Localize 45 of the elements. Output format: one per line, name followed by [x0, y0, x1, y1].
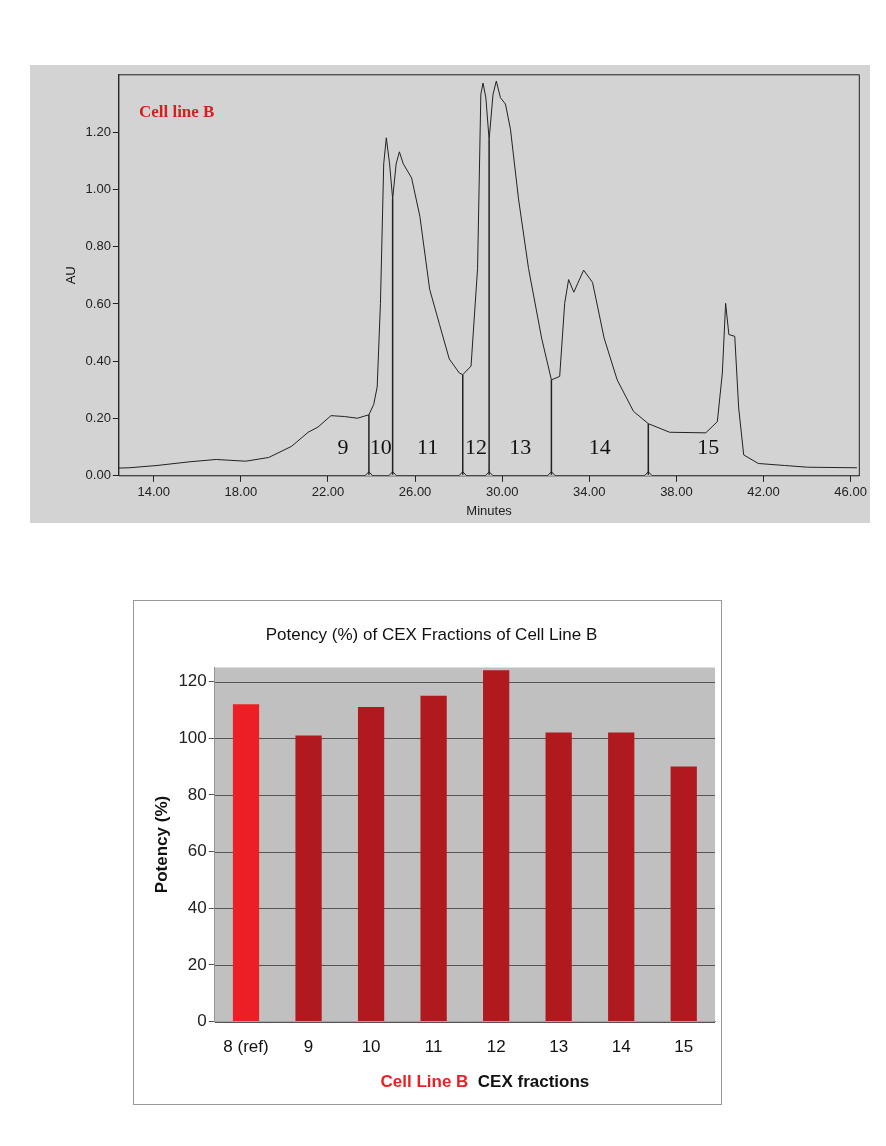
y-tick-label: 0.20	[85, 410, 111, 426]
y-tick-label: 80	[187, 784, 207, 804]
annotation: 9	[337, 433, 349, 459]
x-tick-label: 34.00	[573, 484, 606, 500]
x-tick-label: 13	[549, 1037, 569, 1057]
annotation: 13	[509, 433, 532, 459]
x-axis-title: CEX fractions	[477, 1071, 590, 1091]
x-tick-label: 42.00	[747, 484, 780, 500]
x-tick-label: 15	[674, 1037, 694, 1057]
chart-title: Potency (%) of CEX Fractions of Cell Line B	[265, 624, 598, 644]
text: Cell Line B	[380, 1071, 469, 1091]
y-axis-title: Potency (%)	[151, 795, 171, 894]
y-tick-label: 120	[178, 671, 207, 691]
x-tick-label: 11	[424, 1037, 443, 1057]
x-tick-label: 18.00	[224, 484, 258, 500]
annotation: 11	[417, 433, 439, 459]
y-tick-label: 1.00	[85, 180, 111, 196]
y-tick-label: 0.60	[85, 295, 111, 311]
x-tick-label: 14.00	[137, 484, 171, 500]
x-tick-label: 9	[303, 1037, 314, 1057]
y-tick-label: 1.20	[85, 123, 111, 139]
y-tick-label: 40	[187, 897, 207, 917]
annotation: 14	[588, 433, 611, 459]
x-tick-label: 38.00	[660, 484, 693, 500]
annotation: Cell line B	[138, 102, 215, 122]
x-axis-title: Minutes	[466, 502, 513, 518]
x-tick-label: 46.00	[834, 484, 867, 500]
y-axis-title: AU	[63, 266, 79, 285]
y-tick-label: 0.00	[85, 467, 111, 483]
x-tick-label: 10	[361, 1037, 381, 1057]
annotation: 10	[369, 433, 392, 459]
x-tick-label: 26.00	[398, 484, 432, 500]
x-tick-label: 22.00	[311, 484, 345, 500]
y-tick-label: 0.40	[85, 352, 111, 368]
annotation: 12	[464, 433, 487, 459]
x-tick-label: 14	[611, 1037, 631, 1057]
x-tick-label: 8 (ref)	[223, 1037, 269, 1057]
y-tick-label: 100	[178, 727, 207, 747]
x-tick-label: 30.00	[485, 484, 519, 500]
y-tick-label: 20	[187, 954, 207, 974]
y-tick-label: 60	[187, 841, 207, 861]
y-tick-label: 0.80	[85, 238, 111, 254]
annotation: 15	[697, 433, 720, 459]
x-tick-label: 12	[486, 1037, 506, 1057]
y-tick-label: 0	[197, 1011, 207, 1031]
